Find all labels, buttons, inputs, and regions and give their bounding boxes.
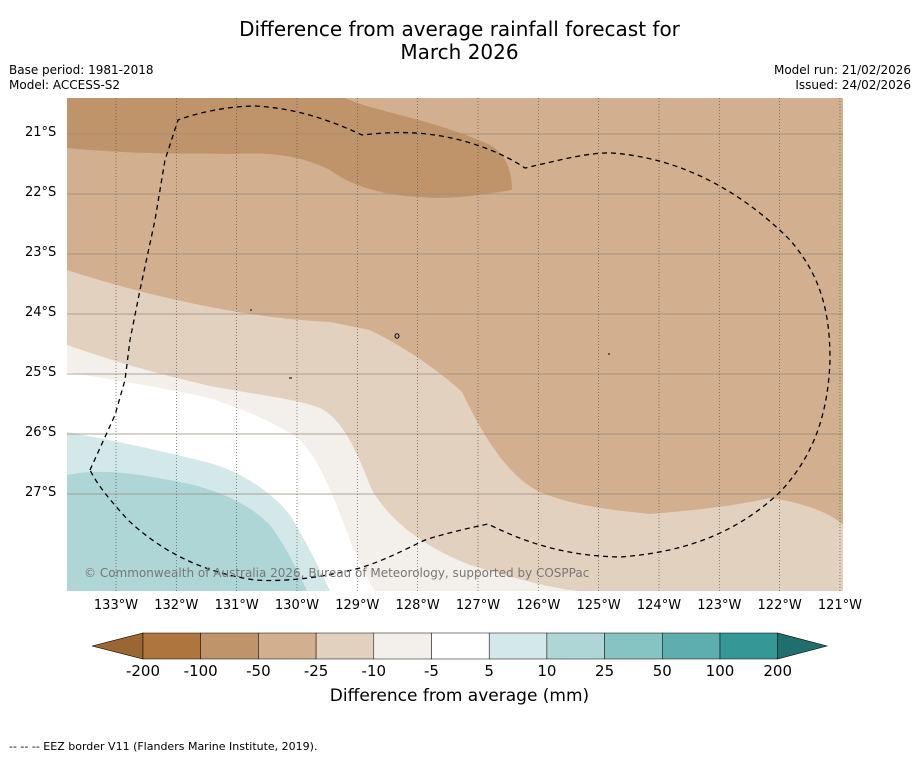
legend-tick-label: -100 [183,662,218,680]
copyright-notice: © Commonwealth of Australia 2026, Bureau… [84,566,590,580]
legend-swatch [546,632,605,660]
longitude-label: 130°W [274,598,320,613]
legend-title: Difference from average (mm) [329,686,590,706]
legend-tick-label: 25 [595,662,615,680]
latitude-label: 21°S [25,125,57,140]
latitude-label: 26°S [25,425,57,440]
latitude-label: 22°S [25,185,57,200]
legend-swatch [200,632,259,660]
legend-swatch [604,632,663,660]
legend-tick-label: -200 [125,662,161,680]
eez-footnote: -- -- -- EEZ border V11 (Flanders Marine… [9,740,318,753]
legend-swatch [719,632,778,660]
longitude-label: 126°W [516,598,561,613]
legend-colorbar [91,632,829,660]
legend-tick-label: 10 [537,662,557,680]
model-run-date: Model run: 21/02/2026 [773,63,911,77]
legend-tick-label: 100 [705,662,735,680]
model-name: Model: ACCESS-S2 [9,78,121,92]
longitude-label: 125°W [576,598,621,613]
longitude-label: 129°W [335,598,380,613]
legend-swatch [142,632,201,660]
region-plus10 [67,471,307,591]
title-line-1: Difference from average rainfall forecas… [239,17,680,41]
graticule [67,98,843,591]
legend-arrow-high [777,632,829,660]
run-info: Model run: 21/02/2026 Issued: 24/02/2026 [774,63,911,93]
eez-border [89,105,831,582]
region-minus100 [67,98,512,198]
legend-tick-label: 5 [484,662,494,680]
legend-swatch [662,632,721,660]
small-features [250,309,610,379]
longitude-label: 133°W [93,598,139,613]
latitude-label: 23°S [25,245,57,260]
longitude-label: 132°W [154,598,199,613]
longitude-label: 124°W [636,598,682,613]
longitude-label: 122°W [757,598,802,613]
map-title: Difference from average rainfall forecas… [0,18,919,64]
title-line-2: March 2026 [400,40,519,64]
longitude-label: 128°W [395,598,440,613]
latitude-label: 25°S [25,365,57,380]
longitude-label: 121°W [817,598,863,613]
base-period: Base period: 1981-2018 [9,63,154,77]
model-info: Base period: 1981-2018 Model: ACCESS-S2 [9,63,154,93]
legend-tick-label: -10 [361,662,387,680]
map-fill-layers [67,98,843,591]
legend-swatch [373,632,432,660]
legend-tick-label: 50 [652,662,672,680]
legend-swatch [258,632,317,660]
latitude-label: 27°S [25,485,57,500]
longitude-label: 123°W [697,598,742,613]
issued-date: Issued: 24/02/2026 [795,78,911,92]
legend-swatch [431,632,490,660]
legend-tick-label: -5 [424,662,439,680]
legend-tick-label: -25 [303,662,329,680]
legend-swatch [315,632,375,660]
latitude-label: 24°S [25,305,57,320]
legend-tick-label: 200 [763,662,793,680]
legend-arrow-low [91,632,144,660]
longitude-label: 127°W [455,598,501,613]
legend-swatch [488,632,548,660]
legend-tick-label: -50 [246,662,271,680]
longitude-label: 131°W [214,598,259,613]
